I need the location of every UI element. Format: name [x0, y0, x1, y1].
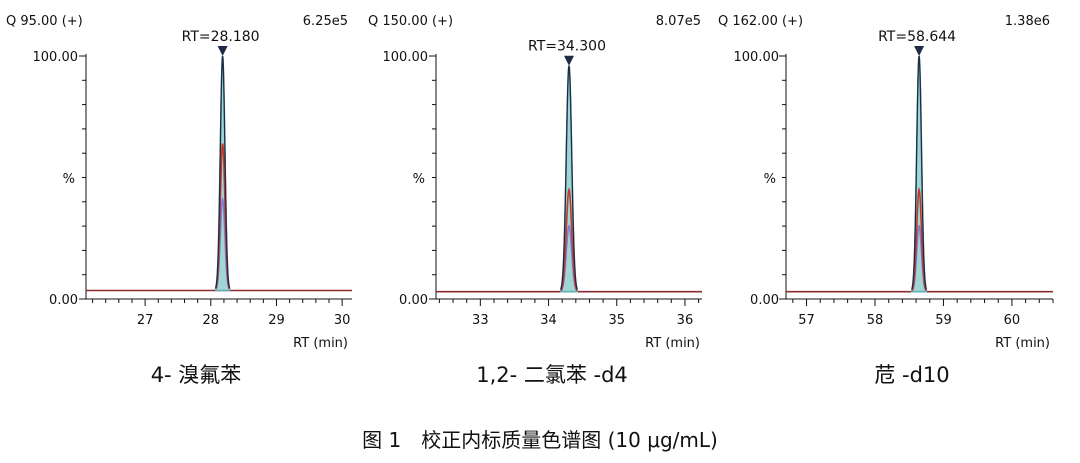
ytick-bottom-2: 0.00: [399, 293, 428, 308]
ytick-bottom-1: 0.00: [49, 293, 78, 308]
rt-marker-icon: [914, 46, 925, 56]
x-tick-label: 34: [540, 313, 557, 328]
xlabel-3: RT (min): [995, 336, 1050, 351]
channel-label-1: Q 95.00 (+): [6, 14, 83, 29]
peak-trace-1: [911, 55, 927, 290]
ylabel-3: %: [764, 172, 776, 187]
intensity-label-2: 8.07e5: [656, 14, 701, 29]
x-tick-label: 28: [203, 313, 220, 328]
plot-area-2: 33 34 35 36 RT=34.300: [429, 39, 702, 328]
intensity-label-1: 6.25e5: [303, 14, 348, 29]
channel-label-3: Q 162.00 (+): [718, 14, 803, 29]
x-tick-label: 27: [137, 313, 154, 328]
x-tick-label: 29: [268, 313, 285, 328]
plot-area-3: 57 58 59 60 RT=58.644: [779, 29, 1054, 328]
x-tick-label: 60: [1004, 313, 1021, 328]
rt-label: RT=28.180: [182, 29, 260, 45]
channel-label-2: Q 150.00 (+): [368, 14, 453, 29]
xlabel-1: RT (min): [293, 336, 348, 351]
ytick-top-3: 100.00: [734, 50, 780, 65]
ytick-top-2: 100.00: [383, 50, 429, 65]
peak-trace-2: [911, 186, 927, 291]
xlabel-2: RT (min): [645, 336, 700, 351]
ylabel-1: %: [63, 172, 75, 187]
plot-area-1: 27 28 29 30 RT=28.180: [79, 29, 352, 328]
rt-label: RT=58.644: [878, 29, 956, 45]
ylabel-2: %: [413, 172, 425, 187]
peak-trace-2: [560, 187, 578, 292]
compound-name-2: 1,2- 二氯苯 -d4: [476, 363, 628, 387]
chart-panel-1: Q 95.00 (+) 6.25e5 100.00 % 0.00 RT (min…: [6, 14, 352, 387]
chart-panel-3: Q 162.00 (+) 1.38e6 100.00 % 0.00 RT (mi…: [718, 14, 1054, 387]
compound-name-3: 苊 -d10: [874, 363, 949, 387]
chart-panel-2: Q 150.00 (+) 8.07e5 100.00 % 0.00 RT (mi…: [368, 14, 702, 387]
figure-caption: 图 1 校正内标质量色谱图 (10 μg/mL): [362, 428, 718, 452]
ytick-top-1: 100.00: [33, 50, 79, 65]
x-tick-label: 35: [608, 313, 625, 328]
x-tick-label: 57: [798, 313, 815, 328]
compound-name-1: 4- 溴氟苯: [151, 363, 242, 387]
x-tick-label: 58: [867, 313, 884, 328]
intensity-label-3: 1.38e6: [1005, 14, 1050, 29]
x-tick-label: 30: [334, 313, 351, 328]
x-tick-label: 59: [935, 313, 952, 328]
rt-label: RT=34.300: [528, 39, 606, 55]
x-tick-label: 36: [677, 313, 694, 328]
rt-marker-icon: [564, 55, 574, 66]
rt-marker-icon: [217, 46, 228, 56]
x-tick-label: 33: [472, 313, 489, 328]
peak-trace-1: [215, 55, 231, 289]
ytick-bottom-3: 0.00: [750, 293, 779, 308]
